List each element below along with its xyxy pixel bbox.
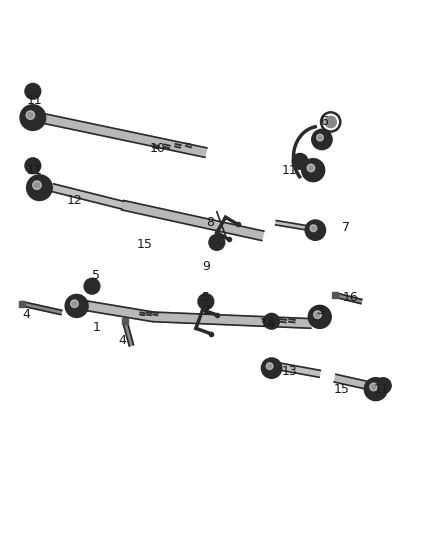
Circle shape: [314, 311, 321, 319]
Circle shape: [29, 87, 37, 95]
Circle shape: [266, 363, 273, 369]
Text: 12: 12: [67, 195, 82, 207]
Text: 11: 11: [281, 164, 297, 176]
Circle shape: [264, 313, 279, 329]
Polygon shape: [335, 293, 362, 304]
Circle shape: [379, 382, 387, 390]
Text: 4: 4: [119, 335, 127, 348]
Text: 4: 4: [22, 308, 30, 321]
Circle shape: [312, 130, 332, 149]
Text: 3: 3: [316, 304, 324, 317]
Polygon shape: [74, 299, 154, 321]
Polygon shape: [21, 302, 62, 314]
Polygon shape: [271, 361, 320, 377]
Text: 13: 13: [281, 365, 297, 378]
Polygon shape: [276, 221, 316, 231]
Polygon shape: [263, 319, 268, 322]
Polygon shape: [280, 319, 286, 322]
Text: 9: 9: [202, 260, 210, 273]
Circle shape: [25, 84, 41, 99]
Circle shape: [198, 294, 214, 310]
Text: 8: 8: [206, 216, 214, 229]
Circle shape: [25, 158, 41, 174]
Text: 11: 11: [27, 164, 43, 176]
Polygon shape: [153, 312, 311, 328]
Polygon shape: [186, 143, 192, 147]
Circle shape: [375, 378, 391, 393]
Text: 14: 14: [259, 317, 275, 330]
Polygon shape: [153, 145, 159, 149]
Polygon shape: [39, 113, 207, 157]
Circle shape: [26, 111, 35, 119]
Polygon shape: [175, 144, 181, 148]
Text: 5: 5: [202, 290, 210, 304]
Text: 15: 15: [334, 383, 350, 395]
Polygon shape: [334, 374, 375, 391]
Polygon shape: [52, 184, 124, 209]
Circle shape: [66, 295, 88, 317]
Circle shape: [71, 300, 78, 308]
Circle shape: [292, 154, 308, 169]
Circle shape: [317, 134, 323, 141]
Text: 2: 2: [202, 304, 210, 317]
Text: 1: 1: [92, 321, 100, 334]
Circle shape: [365, 378, 387, 400]
Polygon shape: [153, 312, 158, 316]
Circle shape: [302, 159, 324, 181]
Circle shape: [268, 317, 276, 325]
Text: 11: 11: [373, 383, 389, 395]
Circle shape: [27, 175, 52, 200]
Circle shape: [33, 181, 41, 190]
Text: 15: 15: [137, 238, 152, 251]
Circle shape: [370, 383, 378, 391]
Circle shape: [213, 238, 221, 246]
Circle shape: [21, 106, 45, 130]
Text: 11: 11: [27, 94, 43, 107]
Text: 5: 5: [92, 269, 100, 282]
Text: 10: 10: [150, 142, 166, 155]
Circle shape: [209, 235, 225, 251]
Circle shape: [296, 157, 304, 165]
Polygon shape: [123, 321, 134, 346]
Polygon shape: [289, 319, 295, 322]
Polygon shape: [272, 319, 277, 322]
Text: 7: 7: [342, 221, 350, 233]
Circle shape: [310, 225, 317, 232]
Text: 6: 6: [320, 116, 328, 128]
Text: 16: 16: [343, 290, 358, 304]
Polygon shape: [140, 312, 145, 316]
Circle shape: [84, 278, 100, 294]
Circle shape: [309, 306, 331, 328]
Polygon shape: [147, 312, 151, 316]
Polygon shape: [122, 200, 264, 240]
Circle shape: [29, 162, 37, 169]
Polygon shape: [164, 144, 170, 148]
Circle shape: [307, 164, 315, 172]
Circle shape: [306, 221, 325, 240]
Circle shape: [325, 116, 336, 128]
Circle shape: [88, 282, 96, 290]
Circle shape: [202, 297, 210, 305]
Circle shape: [262, 359, 281, 378]
